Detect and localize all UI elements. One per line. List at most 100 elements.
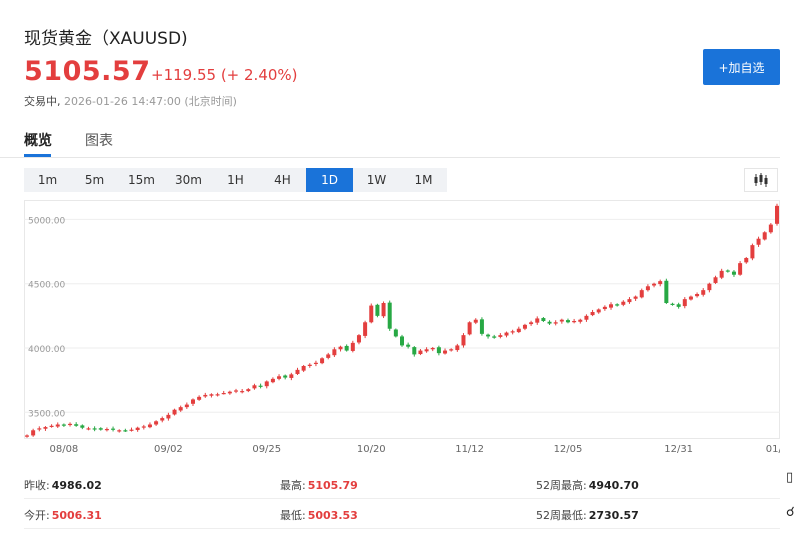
candle-body <box>92 428 97 430</box>
candle-body <box>37 428 42 430</box>
candle-body <box>129 429 134 431</box>
candle-body <box>602 306 607 310</box>
candle-body <box>639 290 644 298</box>
candle-body <box>215 394 220 396</box>
candle-body <box>553 322 558 324</box>
interval-1m[interactable]: 1m <box>37 173 58 187</box>
candle-body <box>578 319 583 322</box>
candle-body <box>68 423 73 426</box>
y-tick-label: 4500.00 <box>28 281 65 291</box>
candle-body <box>725 270 730 272</box>
candle-body <box>264 381 269 387</box>
candle-body <box>74 424 79 426</box>
candle-body <box>326 354 331 358</box>
current-price: 5105.57 <box>24 56 151 87</box>
price-chart[interactable]: 5000.00 4500.00 4000.00 3500.00 08/08 09/02 09… <box>24 200 780 456</box>
interval-1h[interactable]: 1H <box>227 173 244 187</box>
status-text: 交易中, <box>24 95 61 108</box>
candle-body <box>203 394 208 397</box>
stats-row: 昨收: 4986.02 最高: 5105.79 52周最高: 4940.70 <box>24 470 780 499</box>
candle-body <box>529 322 534 325</box>
chart-frame <box>24 200 780 439</box>
add-watchlist-button[interactable]: +加自选 <box>703 49 780 85</box>
candle-body <box>695 294 700 297</box>
candle-body <box>584 315 589 320</box>
candle-body <box>332 349 337 356</box>
candle-body <box>633 296 638 299</box>
x-tick-label: 12/31 <box>664 444 693 455</box>
interval-1w[interactable]: 1W <box>366 173 387 187</box>
interval-4h[interactable]: 4H <box>274 173 291 187</box>
y-tick-label: 5000.00 <box>28 216 65 226</box>
x-tick-label: 12/05 <box>554 444 583 455</box>
candle-body <box>221 393 226 395</box>
interval-1d[interactable]: 1D <box>306 168 353 192</box>
tab-chart[interactable]: 图表 <box>85 133 113 149</box>
candle-body <box>510 331 515 333</box>
candle-body <box>25 435 29 437</box>
candlestick-icon <box>754 173 768 187</box>
candle-body <box>590 312 595 316</box>
tab-overview[interactable]: 概览 <box>24 133 52 149</box>
candle-body <box>154 421 159 425</box>
candle-body <box>147 424 152 428</box>
interval-15m[interactable]: 15m <box>128 173 155 187</box>
candle-body <box>756 238 761 245</box>
candle-body <box>55 424 60 427</box>
candle-body <box>356 335 361 343</box>
phone-icon[interactable]: ▯ <box>786 470 794 485</box>
candle-body <box>307 364 312 366</box>
stat-52w-low: 52周最低: 2730.57 <box>536 509 639 522</box>
candle-body <box>141 426 146 428</box>
candle-body <box>123 430 128 432</box>
stat-open: 今开: 5006.31 <box>24 509 102 522</box>
stat-52w-high: 52周最高: 4940.70 <box>536 479 639 492</box>
candle-body <box>775 205 779 224</box>
y-tick-label: 4000.00 <box>28 345 65 355</box>
candle-body <box>504 332 509 336</box>
candle-body <box>547 321 552 324</box>
headset-icon[interactable]: ☌ <box>786 505 795 520</box>
candle-body <box>381 303 386 317</box>
candle-body <box>473 319 478 323</box>
candle-body <box>449 349 454 351</box>
candle-body <box>234 390 239 392</box>
candle-body <box>111 428 116 430</box>
candle-body <box>443 350 448 354</box>
candle-body <box>31 430 36 436</box>
candle-body <box>393 329 398 337</box>
candle-body <box>98 428 103 430</box>
candle-body <box>252 385 257 389</box>
candle-body <box>246 389 251 392</box>
candle-body <box>430 348 435 350</box>
candle-body <box>104 429 109 431</box>
candle-body <box>135 427 140 431</box>
candle-body <box>762 232 767 240</box>
candle-body <box>621 301 626 305</box>
candle-body <box>516 328 521 333</box>
candle-body <box>664 280 669 303</box>
active-tab-indicator <box>24 154 51 157</box>
candle-body <box>160 418 165 421</box>
chart-type-button[interactable] <box>744 168 778 192</box>
candle-body <box>270 378 275 383</box>
candle-body <box>652 283 657 286</box>
tab-bar: 概览 图表 <box>0 120 780 158</box>
candle-body <box>559 319 564 322</box>
candle-body <box>344 345 349 351</box>
interval-5m[interactable]: 5m <box>84 173 105 187</box>
candle-body <box>467 322 472 335</box>
interval-1mo[interactable]: 1M <box>414 173 433 187</box>
candle-body <box>80 425 85 428</box>
candle-body <box>744 258 749 263</box>
interval-30m[interactable]: 30m <box>175 173 202 187</box>
candle-body <box>424 349 429 352</box>
stats-row: 今开: 5006.31 最低: 5003.53 52周最低: 2730.57 <box>24 500 780 529</box>
candle-body <box>197 396 202 400</box>
candle-body <box>277 376 282 379</box>
candle-body <box>313 362 318 364</box>
candle-body <box>184 404 189 408</box>
candle-body <box>190 399 195 404</box>
candle-body <box>258 385 263 387</box>
candle-body <box>61 424 66 426</box>
